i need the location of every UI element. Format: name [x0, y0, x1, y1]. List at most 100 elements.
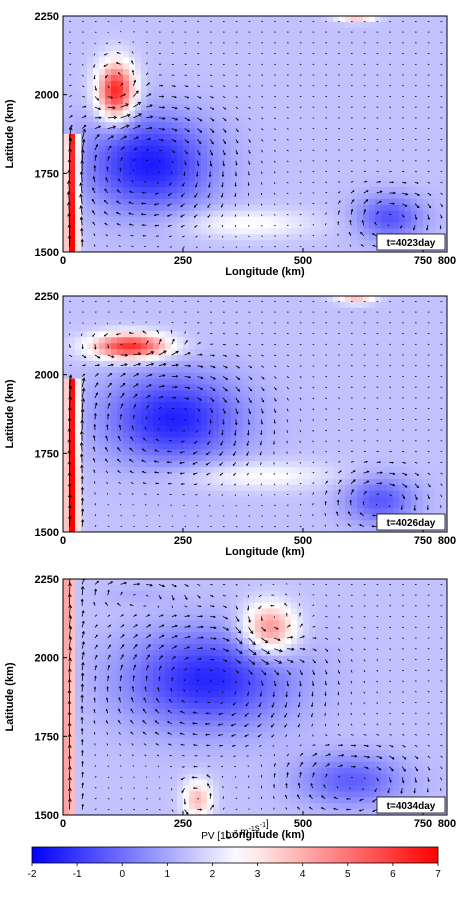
vector-arrow	[210, 85, 213, 87]
vector-arrow	[146, 584, 153, 586]
vector-arrowhead	[273, 773, 276, 776]
vector-arrow	[376, 659, 379, 661]
vector-arrowhead	[340, 764, 344, 767]
vector-arrow	[184, 594, 188, 600]
vector-arrowhead	[81, 803, 84, 807]
vector-arrowhead	[105, 76, 107, 79]
vector-arrow	[158, 776, 160, 778]
vector-arrowhead	[68, 385, 73, 389]
vector-arrowhead	[156, 329, 159, 332]
vector-arrow	[221, 182, 224, 187]
vector-arrow	[325, 637, 329, 640]
vector-arrowhead	[278, 660, 283, 664]
vector-arrow	[118, 743, 121, 746]
vector-arrowhead	[400, 791, 403, 794]
vector-arrow	[440, 483, 443, 486]
vector-arrow	[132, 321, 134, 324]
vector-arrowhead	[105, 435, 108, 438]
vector-arrowhead	[94, 88, 97, 91]
vector-arrow	[248, 637, 256, 645]
vector-arrowhead	[181, 790, 184, 794]
vector-arrowhead	[187, 107, 190, 110]
vector-arrowhead	[199, 605, 202, 608]
vector-arrowhead	[166, 471, 170, 475]
vector-arrow	[158, 149, 162, 152]
vector-arrow	[158, 634, 165, 639]
vector-arrow	[209, 128, 215, 133]
vector-arrowhead	[361, 219, 364, 223]
vector-arrowhead	[116, 51, 119, 54]
vector-arrowhead	[109, 634, 112, 637]
vector-arrowhead	[291, 647, 295, 651]
vector-arrowhead	[93, 423, 97, 427]
vector-arrow	[273, 128, 277, 131]
vector-arrowhead	[68, 148, 72, 152]
vector-arrowhead	[80, 598, 84, 602]
vector-arrowhead	[179, 451, 183, 454]
vector-arrowhead	[140, 202, 144, 205]
vector-arrow	[120, 582, 127, 585]
vector-arrow	[389, 734, 392, 736]
vector-arrowhead	[213, 365, 216, 369]
vector-arrow	[207, 483, 211, 486]
vector-arrow	[184, 331, 186, 334]
vector-arrowhead	[192, 722, 195, 725]
vector-arrowhead	[200, 615, 204, 618]
colorbar-tick-label: 2	[210, 869, 216, 880]
vector-arrowhead	[353, 479, 356, 482]
vector-arrowhead	[119, 674, 123, 678]
vector-arrowhead	[107, 155, 110, 159]
vector-arrowhead	[93, 77, 96, 80]
vector-arrow	[440, 744, 443, 747]
vector-arrowhead	[67, 776, 72, 781]
vector-arrowhead	[122, 614, 124, 616]
vector-arrowhead	[111, 363, 114, 367]
vector-arrow	[182, 246, 185, 248]
vector-arrowhead	[325, 672, 328, 675]
vector-arrowhead	[158, 676, 161, 679]
vector-arrowhead	[148, 624, 152, 627]
vector-arrowhead	[440, 216, 443, 219]
vector-arrow	[363, 616, 366, 618]
vector-arrow	[260, 472, 262, 476]
vector-arrowhead	[186, 657, 189, 660]
vector-arrowhead	[246, 453, 249, 456]
vector-arrowhead	[209, 164, 213, 167]
vector-arrow	[81, 673, 84, 681]
vector-arrowhead	[271, 735, 273, 738]
vector-arrow	[299, 376, 302, 378]
vector-arrowhead	[223, 141, 226, 145]
vector-arrow	[402, 192, 408, 195]
vector-arrow	[210, 74, 213, 76]
vector-arrowhead	[328, 753, 331, 756]
vector-arrowhead	[417, 473, 420, 476]
vector-arrow	[209, 246, 211, 249]
vector-arrow	[235, 648, 243, 654]
vector-arrow	[235, 408, 239, 414]
vector-arrowhead	[161, 614, 164, 617]
vector-arrow	[261, 117, 264, 120]
vector-arrowhead	[132, 414, 135, 417]
vector-arrow	[235, 333, 238, 335]
vector-arrowhead	[405, 192, 409, 196]
vector-arrowhead	[207, 442, 210, 446]
vector-arrowhead	[141, 223, 144, 227]
vector-arrowhead	[167, 721, 170, 724]
vector-arrow	[221, 224, 224, 228]
vector-arrow	[209, 117, 215, 122]
vector-arrow	[106, 743, 109, 746]
vector-arrow	[133, 136, 139, 140]
vector-arrowhead	[81, 138, 86, 143]
vector-arrowhead	[93, 469, 95, 472]
vector-arrowhead	[137, 582, 141, 586]
vector-arrow	[312, 594, 315, 596]
vector-arrowhead	[188, 364, 192, 368]
vector-arrowhead	[201, 625, 204, 629]
vector-arrowhead	[245, 745, 247, 747]
vector-arrow	[82, 96, 86, 98]
vector-arrowhead	[415, 769, 418, 772]
vector-arrow	[261, 149, 264, 153]
vector-arrow	[196, 429, 198, 433]
